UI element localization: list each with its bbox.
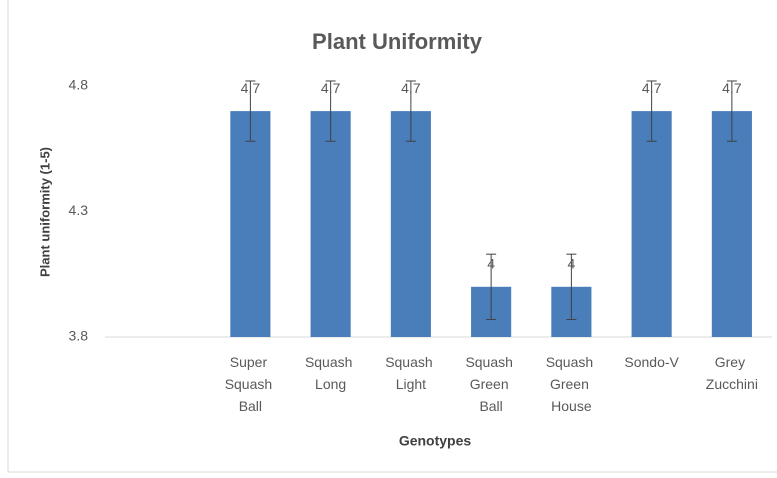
error-bar bbox=[486, 253, 497, 320]
data-label: 4.7 bbox=[401, 80, 421, 96]
x-tick-label: Squash Light bbox=[385, 354, 436, 392]
bar bbox=[390, 111, 431, 337]
error-bar bbox=[245, 80, 256, 142]
bar bbox=[230, 111, 271, 337]
y-tick-label: 4.8 bbox=[69, 77, 89, 93]
y-tick-label: 4.3 bbox=[69, 202, 89, 218]
chart-title: Plant Uniformity bbox=[312, 29, 483, 54]
y-tick-label: 3.8 bbox=[69, 328, 89, 344]
x-tick-label: Grey Zucchini bbox=[706, 354, 758, 392]
error-bar bbox=[726, 80, 737, 142]
error-bar bbox=[405, 80, 416, 142]
error-bar bbox=[566, 253, 577, 320]
error-bar bbox=[646, 80, 657, 142]
x-axis-label: Genotypes bbox=[399, 433, 472, 449]
y-axis-label: Plant uniformity (1-5) bbox=[37, 147, 52, 277]
bar bbox=[631, 111, 672, 337]
x-tick-label: Squash Green House bbox=[546, 354, 597, 414]
x-tick-label: Squash Green Ball bbox=[465, 354, 516, 414]
bar bbox=[711, 111, 752, 337]
data-label: 4.7 bbox=[642, 80, 662, 96]
data-label: 4.7 bbox=[241, 80, 261, 96]
x-tick-label: Super Squash Ball bbox=[225, 354, 276, 414]
bar bbox=[310, 111, 351, 337]
data-label: 4.7 bbox=[321, 80, 341, 96]
data-label: 4.7 bbox=[722, 80, 742, 96]
x-tick-label: Sondo-V bbox=[624, 354, 679, 370]
data-label: 4 bbox=[487, 256, 495, 272]
x-tick-label: Squash Long bbox=[305, 354, 356, 392]
error-bar bbox=[325, 80, 336, 142]
data-label: 4 bbox=[567, 256, 575, 272]
